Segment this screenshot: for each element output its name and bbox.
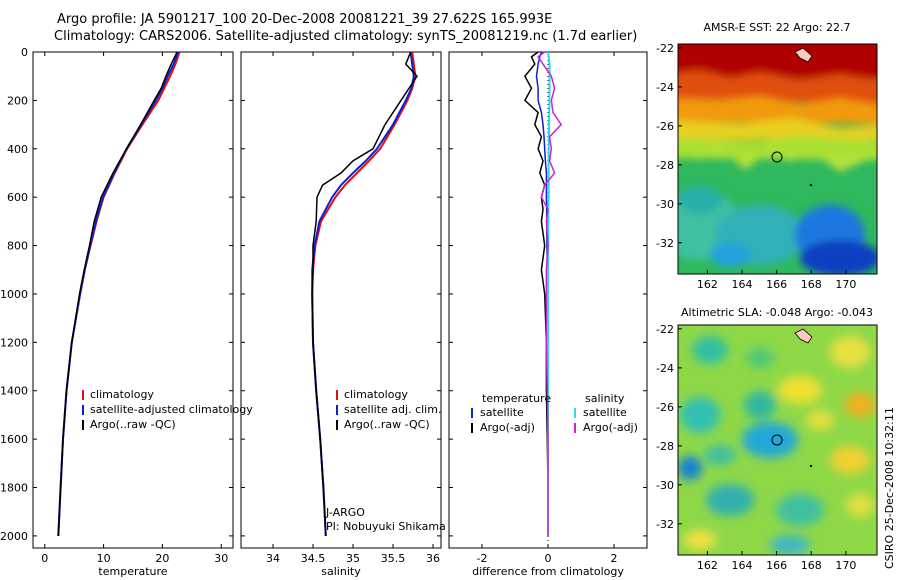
panel-frame	[32, 51, 234, 549]
map-x-tick-label: 166	[766, 278, 787, 291]
legend-label: Argo(-adj)	[583, 421, 638, 434]
map-y-tick-label: -28	[656, 440, 674, 453]
annotation-line: J-ARGO	[325, 506, 365, 519]
y-tick-label: 1400	[0, 385, 28, 398]
x-tick-label: -2	[477, 552, 488, 565]
annotation-line: PI: Nobuyuki Shikama	[326, 520, 446, 533]
legend-label: climatology	[344, 388, 408, 401]
series-line-1	[57, 51, 180, 536]
map-y-tick-label: -32	[656, 237, 674, 250]
sst-map: AMSR-E SST: 22 Argo: 22.7 162 164 1	[656, 21, 878, 291]
map-x-tick-label: 170	[835, 278, 856, 291]
legend-label: Argo(..raw -QC)	[344, 418, 430, 431]
map-x-tick-label: 162	[697, 559, 718, 572]
sla-map: Altimetric SLA: -0.048 Argo: -0.043	[656, 306, 878, 572]
sst-heatmap-field	[678, 44, 877, 274]
map-y-tick-label: -22	[656, 323, 674, 336]
figure-title-line2: Climatology: CARS2006. Satellite-adjuste…	[54, 29, 638, 44]
map-y-tick-label: -28	[656, 159, 674, 172]
map-y-tick-label: -30	[656, 198, 674, 211]
map-x-tick-label: 168	[801, 559, 822, 572]
profile-panel-0: 0 10 20 30 0 200 400 600 800 1000 1200 1400 1600 1800…	[0, 46, 253, 578]
legend-label: Argo(..raw -QC)	[90, 418, 176, 431]
legend-heading: temperature	[482, 392, 551, 405]
credit-label: CSIRO 25-Dec-2008 10:32:11	[883, 407, 896, 569]
y-tick-label: 400	[7, 143, 28, 156]
map-x-tick-label: 164	[732, 559, 753, 572]
legend-label: satellite adj. clim.	[344, 403, 441, 416]
map-x-tick-label: 166	[766, 559, 787, 572]
x-tick-label: 34.5	[301, 552, 326, 565]
series-line-2	[57, 51, 178, 536]
map-x-tick-label: 170	[835, 559, 856, 572]
map-x-tick-label: 168	[801, 278, 822, 291]
x-tick-label: 10	[97, 552, 111, 565]
x-tick-label: 0	[545, 552, 552, 565]
series-line-2	[311, 51, 418, 536]
x-axis-label: difference from climatology	[472, 565, 624, 578]
map-y-tick-label: -26	[656, 120, 674, 133]
y-tick-label: 800	[7, 240, 28, 253]
x-tick-label: 34	[266, 552, 280, 565]
y-tick-label: 2000	[0, 530, 28, 543]
panel-frame	[240, 51, 442, 549]
series-line-1	[523, 51, 549, 536]
y-tick-label: 0	[21, 46, 28, 59]
x-tick-label: 30	[214, 552, 228, 565]
x-tick-label: 0	[41, 552, 48, 565]
sst-profile-marker	[771, 151, 783, 163]
map-y-tick-label: -30	[656, 479, 674, 492]
series-line-3	[537, 51, 563, 536]
legend-label: satellite-adjusted climatology	[90, 403, 253, 416]
x-axis-label: salinity	[321, 565, 361, 578]
x-tick-label: 35.5	[381, 552, 406, 565]
map-y-tick-label: -22	[656, 42, 674, 55]
legend-label: climatology	[90, 388, 154, 401]
legend-label: satellite	[583, 406, 627, 419]
y-tick-label: 1600	[0, 433, 28, 446]
sst-map-title: AMSR-E SST: 22 Argo: 22.7	[703, 21, 850, 34]
legend-label: Argo(-adj)	[480, 421, 535, 434]
map-y-tick-label: -26	[656, 401, 674, 414]
profile-panel-1: 34 34.5 35 35.5 36 salinity climatology satelli…	[240, 51, 446, 578]
x-tick-label: 20	[155, 552, 169, 565]
series-line-0	[311, 51, 417, 536]
map-y-tick-label: -24	[656, 362, 674, 375]
x-tick-label: 2	[611, 552, 618, 565]
y-tick-label: 200	[7, 94, 28, 107]
sla-map-title: Altimetric SLA: -0.048 Argo: -0.043	[681, 306, 873, 319]
y-tick-label: 1200	[0, 336, 28, 349]
map-x-tick-label: 164	[732, 278, 753, 291]
y-tick-label: 1800	[0, 482, 28, 495]
x-axis-label: temperature	[98, 565, 167, 578]
series-line-1	[311, 51, 415, 536]
x-tick-label: 36	[426, 552, 440, 565]
series-line-0	[57, 51, 181, 536]
x-tick-label: 35	[346, 552, 360, 565]
sla-heatmap-field	[678, 325, 877, 555]
map-x-tick-label: 162	[697, 278, 718, 291]
map-y-tick-label: -32	[656, 518, 674, 531]
legend-label: satellite	[480, 406, 524, 419]
sla-profile-marker	[771, 434, 783, 446]
map-y-tick-label: -24	[656, 81, 674, 94]
y-tick-label: 1000	[0, 288, 28, 301]
figure-title-line1: Argo profile: JA 5901217_100 20-Dec-2008…	[57, 12, 553, 27]
legend-heading: salinity	[585, 392, 625, 405]
y-tick-label: 600	[7, 191, 28, 204]
